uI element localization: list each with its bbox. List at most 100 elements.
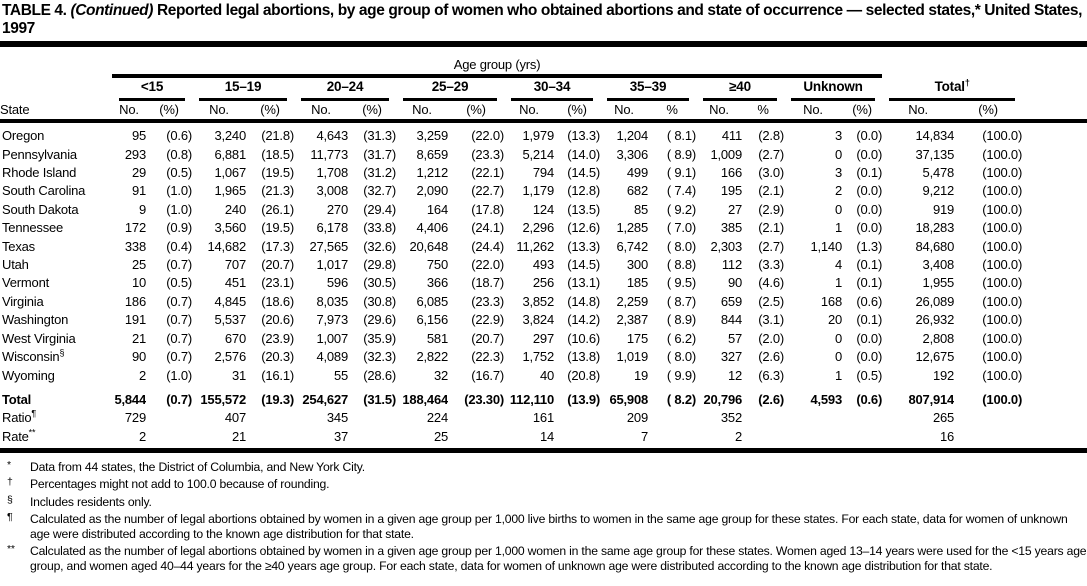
table-cell: 124 <box>532 201 554 217</box>
title-text: Reported legal abortions, by age group o… <box>2 2 1083 37</box>
table-cell: 12 <box>727 367 742 383</box>
state-name: Total <box>2 391 32 407</box>
table-cell: (18.6) <box>261 293 294 309</box>
table-cell: 659 <box>720 293 742 309</box>
table-cell: (100.0) <box>982 128 1023 144</box>
table-cell <box>648 428 696 446</box>
table-cell: 26,089 <box>915 293 955 309</box>
table-cell: (21.3) <box>261 183 294 199</box>
table-cell: 2,576 <box>214 349 246 365</box>
table-cell: ( 8.0) <box>666 238 696 254</box>
title-continued: (Continued) <box>70 2 154 19</box>
table-cell: 265 <box>933 410 955 426</box>
table-cell: 21 <box>231 428 246 444</box>
table-cell: (13.3) <box>567 128 600 144</box>
table-cell: 65,908 <box>609 391 648 407</box>
header-subhead-row: State No. (%) No. (%) No. (%) No. (%) No. (%) No.% N… <box>0 100 1087 124</box>
table-cell: (22.1) <box>471 165 504 181</box>
table-title: TABLE 4. (Continued) Reported legal abor… <box>0 0 1087 38</box>
table-cell: 2,296 <box>522 220 554 236</box>
table-cell: 29 <box>131 165 146 181</box>
table-cell: 6,881 <box>214 146 246 162</box>
table-cell: (30.5) <box>363 275 396 291</box>
table-cell <box>842 409 882 427</box>
table-cell: 270 <box>326 201 348 217</box>
footnote: † Percentages might not add to 100.0 beca… <box>7 476 330 492</box>
table-cell: 2 <box>734 428 742 444</box>
table-cell: (2.0) <box>758 330 784 346</box>
column-group-5: 35–39 <box>600 76 696 101</box>
state-name: Ratio¶ <box>2 409 36 426</box>
table-row: Tennessee 172 (0.9) 3,560 (19.5) 6,178 (33.8) 4… <box>0 219 1087 237</box>
table-cell: 26,932 <box>915 312 955 328</box>
table-cell: (100.0) <box>982 165 1023 181</box>
table-cell: 5,537 <box>214 312 246 328</box>
table-cell: 0 <box>834 330 842 346</box>
table-cell: (23.1) <box>261 275 294 291</box>
table-cell: (31.7) <box>363 146 396 162</box>
subheader-pct-1: (%) <box>246 100 294 124</box>
table-cell: 1,979 <box>522 128 554 144</box>
table-body: Oregon 95 (0.6) 3,240 (21.8) 4,643 (31.3) 3,259… <box>0 121 1087 446</box>
table-cell: (14.5) <box>567 257 600 273</box>
table-cell: 40 <box>539 367 554 383</box>
table-cell: 2,303 <box>710 238 742 254</box>
table-cell: 366 <box>426 275 448 291</box>
table-row: Rate** 2 21 37 25 14 7 2 16 <box>0 428 1087 446</box>
table-cell: 4,406 <box>416 220 448 236</box>
table-cell: (100.0) <box>982 391 1023 407</box>
table-cell: (22.0) <box>471 257 504 273</box>
table-cell: (2.7) <box>758 146 784 162</box>
table-row: Ratio¶ 729 407 345 224 161 209 352 265 <box>0 409 1087 427</box>
table-cell: (0.1) <box>856 275 883 291</box>
table-cell: 4,643 <box>316 128 348 144</box>
table-cell: (0.0) <box>856 128 883 144</box>
table-cell: ( 7.0) <box>666 220 696 236</box>
table-cell: 1,955 <box>922 275 955 291</box>
table-cell: (19.5) <box>261 220 294 236</box>
table-cell: 4,845 <box>214 293 246 309</box>
table-cell: (28.6) <box>363 367 396 383</box>
table-cell: (16.7) <box>471 367 504 383</box>
table-cell: (10.6) <box>567 330 600 346</box>
table-cell: 2,822 <box>416 349 448 365</box>
table-cell: (100.0) <box>982 238 1023 254</box>
table-row: Washington 191 (0.7) 5,537 (20.6) 7,973 (29.6)… <box>0 311 1087 329</box>
table-cell: (1.3) <box>856 238 883 254</box>
table-cell <box>448 428 504 446</box>
table-cell: (20.3) <box>261 349 294 365</box>
table-cell: 596 <box>326 275 348 291</box>
table-cell: (0.0) <box>856 201 883 217</box>
state-name: Rate** <box>2 427 36 444</box>
table-cell: 14,834 <box>915 128 955 144</box>
table-cell: (0.4) <box>166 238 192 254</box>
table-cell: (2.7) <box>758 238 784 254</box>
table-cell: 20 <box>827 312 842 328</box>
table-cell: 6,742 <box>616 238 648 254</box>
table-cell: (26.1) <box>261 201 294 217</box>
state-name: Utah <box>2 257 29 273</box>
table-cell: (13.1) <box>567 275 600 291</box>
table-cell: (100.0) <box>982 330 1023 346</box>
header-groups-row: <15 15–19 20–24 25–29 30–34 35–39 ≥40 Unknown To… <box>0 76 1087 101</box>
table-cell: 172 <box>124 220 146 236</box>
state-column-header: State <box>0 100 112 124</box>
table-cell: (0.6) <box>856 293 883 309</box>
table-cell: (31.5) <box>363 391 396 407</box>
table-cell: 451 <box>224 275 246 291</box>
table-cell: 1,752 <box>522 349 554 365</box>
table-cell: (0.5) <box>856 367 883 383</box>
table-cell: 3,560 <box>214 220 246 236</box>
table-cell: 10 <box>131 275 146 291</box>
table-cell <box>742 409 784 427</box>
table-cell: (0.0) <box>856 220 883 236</box>
table-cell: 31 <box>231 367 246 383</box>
table-cell: 407 <box>224 410 246 426</box>
table-cell: (29.6) <box>363 312 396 328</box>
table-cell: 3,240 <box>214 128 246 144</box>
table-bottom-rule <box>0 448 1087 454</box>
state-name: Pennsylvania <box>2 146 77 162</box>
table-cell: (32.6) <box>363 238 396 254</box>
title-rule <box>0 41 1087 47</box>
